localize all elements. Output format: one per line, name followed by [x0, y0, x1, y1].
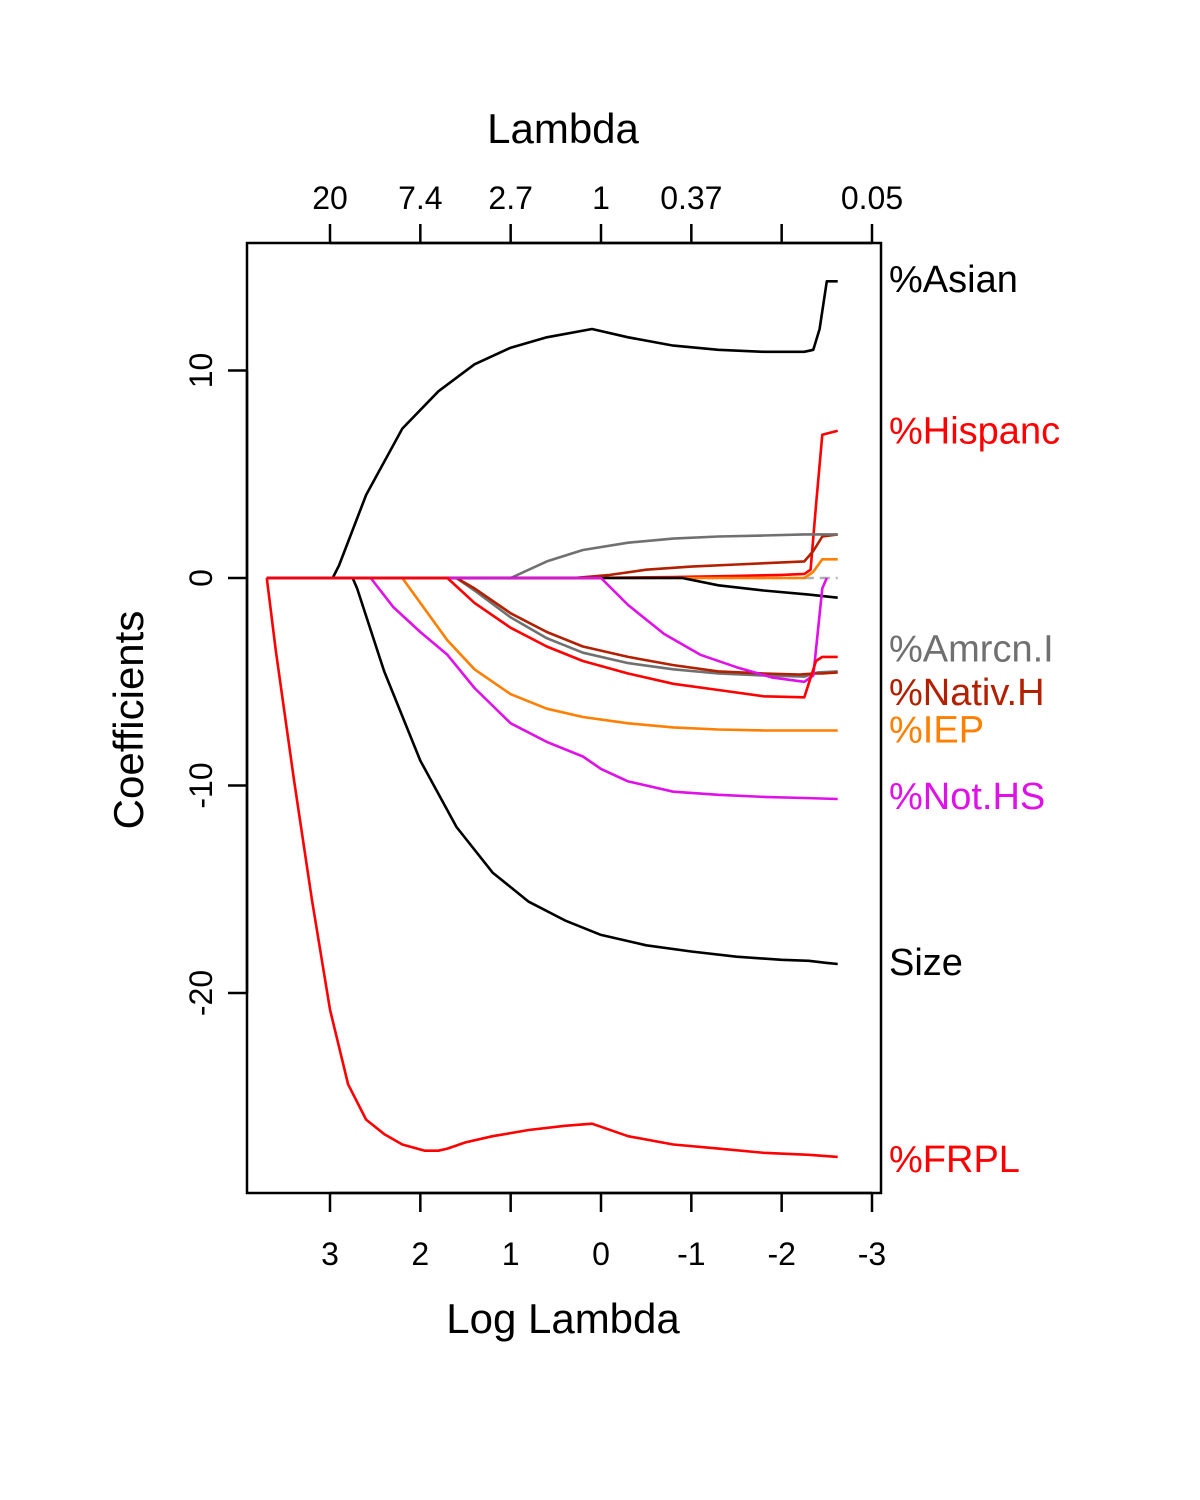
top-tick-label: 20 [312, 180, 348, 216]
series-label-iep: %IEP [889, 709, 984, 751]
top-tick-label: 0.05 [841, 180, 903, 216]
bottom-tick-label: -2 [767, 1236, 795, 1272]
top-axis-title: Lambda [487, 105, 639, 152]
bottom-tick-label: 0 [592, 1236, 610, 1272]
bottom-tick-label: -3 [858, 1236, 886, 1272]
top-tick-label: 7.4 [398, 180, 442, 216]
bottom-tick-label: 1 [502, 1236, 520, 1272]
series-line-14 [266, 576, 838, 699]
x-axis-title: Log Lambda [446, 1295, 680, 1342]
bottom-tick-label: -1 [677, 1236, 705, 1272]
series-label-amrcn-i: %Amrcn.I [889, 629, 1054, 671]
series-line-13 [266, 576, 828, 684]
y-axis-title: Coefficients [105, 611, 152, 830]
series-lines [265, 279, 839, 1159]
bottom-tick-label: 3 [321, 1236, 339, 1272]
top-tick-label: 2.7 [488, 180, 532, 216]
y-tick-label: 0 [183, 569, 219, 587]
series-label-hispanc: %Hispanc [889, 411, 1060, 453]
series-label-nativ-h: %Nativ.H [889, 672, 1045, 714]
series-line-12 [266, 576, 838, 599]
y-tick-label: 10 [183, 353, 219, 389]
series-line-amrcn-i [266, 576, 838, 678]
y-tick-label: -20 [183, 970, 219, 1016]
series-label-not-hs: %Not.HS [889, 776, 1045, 818]
top-tick-label: 0.37 [660, 180, 722, 216]
y-tick-label: -10 [183, 762, 219, 808]
series-line-asian [266, 279, 838, 580]
top-tick-label: 1 [592, 180, 610, 216]
series-line-not-hs [266, 576, 838, 801]
series-line-11 [266, 533, 838, 580]
series-line-iep [266, 576, 838, 732]
series-labels: %Asian %Hispanc %Amrcn.I%Nativ.H%IEP %Not.H… [889, 259, 1060, 1181]
plot-frame [245, 241, 883, 1195]
series-label-frpl: %FRPL [889, 1139, 1020, 1181]
series-line-frpl [265, 577, 838, 1159]
series-line-hispanc [266, 429, 839, 580]
series-line-9 [266, 533, 838, 580]
bottom-tick-label: 2 [411, 1236, 429, 1272]
series-label-size: Size [889, 942, 963, 984]
series-line-size [266, 576, 838, 966]
series-label-asian: %Asian [889, 259, 1018, 301]
series-line-nativ-h [266, 576, 838, 676]
